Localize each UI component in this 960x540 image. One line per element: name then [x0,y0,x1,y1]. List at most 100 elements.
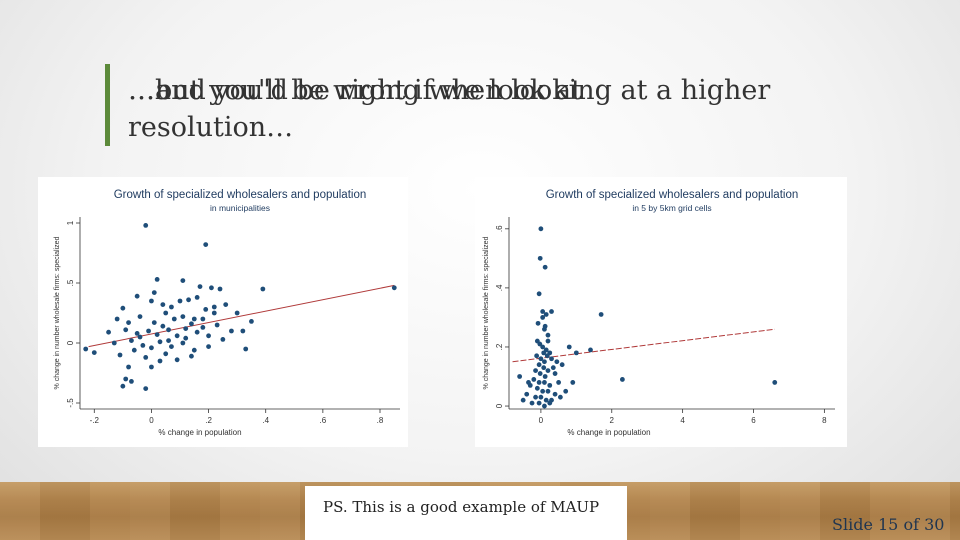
data-point [533,368,538,373]
y-tick-label: .5 [66,279,75,286]
data-point [542,359,547,365]
title-accent-bar [105,64,110,146]
chart-title: Growth of specialized wholesalers and po… [114,189,367,201]
data-point [191,316,197,322]
data-point [220,337,226,342]
data-point [535,320,541,326]
data-point [542,264,548,270]
data-point [143,223,149,228]
data-point [234,310,240,316]
data-point [131,347,137,353]
data-point [243,346,249,352]
data-point [536,362,542,368]
data-point [537,255,543,261]
data-point [197,284,203,289]
data-point [536,400,542,406]
data-point [549,356,554,362]
data-point [537,371,543,376]
data-point [542,374,548,379]
data-point [117,352,123,358]
y-tick-label: -.5 [66,398,75,408]
data-point [538,356,544,362]
data-point [120,305,126,311]
data-point [554,359,560,365]
data-point [526,380,531,385]
data-point [524,391,530,397]
data-point [223,302,229,307]
data-point [203,307,209,312]
slide-number: Slide 15 of 30 [832,515,945,534]
data-point [166,327,171,333]
data-point [543,312,549,317]
data-point [114,316,120,322]
y-axis-label: % change in number wholesale firms: spec… [54,236,61,389]
data-point [134,293,140,299]
data-point [151,290,157,295]
data-point [189,353,194,359]
x-axis-label: % change in population [567,428,650,437]
data-point [552,371,558,376]
data-point [543,397,549,403]
data-point [183,326,189,331]
data-point [545,332,551,338]
data-point [541,350,547,356]
data-point [542,380,547,385]
data-point [547,382,553,388]
data-point [166,338,171,343]
data-point [149,298,154,304]
data-point [134,331,140,336]
data-point [545,338,551,344]
data-point [126,364,131,370]
data-point [211,304,217,310]
data-point [391,285,397,291]
data-point [123,376,129,382]
chart-subtitle: in 5 by 5km grid cells [632,203,711,213]
data-point [545,368,551,373]
y-tick-label: 0 [66,340,75,345]
data-point [557,394,563,400]
x-tick-label: 8 [822,416,827,425]
data-point [143,355,149,360]
chart-municipalities: Growth of specialized wholesalers and po… [38,177,408,447]
data-point [559,362,565,368]
data-point [149,364,154,370]
data-point [163,351,169,357]
chart-municipalities-svg: Growth of specialized wholesalers and po… [54,189,400,437]
data-point [186,297,191,303]
data-point [180,278,186,283]
data-point [542,323,548,329]
data-point [217,286,223,292]
data-point [149,345,154,351]
data-point [211,310,217,316]
data-point [517,374,523,379]
x-tick-label: 6 [751,416,756,425]
y-tick-label: .4 [495,284,504,291]
data-point [249,319,254,324]
data-point [200,316,206,322]
data-point [534,385,540,391]
data-point [588,347,593,353]
data-point [171,316,177,322]
data-point [177,298,183,304]
data-point [206,333,211,339]
data-point [772,380,778,385]
x-axis-label: % change in population [158,428,241,437]
data-point [537,341,543,347]
data-point [83,346,89,352]
data-point [550,365,556,371]
data-point [137,314,143,319]
data-point [151,320,157,325]
y-tick-label: .6 [495,225,504,232]
data-point [180,340,186,346]
data-point [189,321,194,327]
data-point [174,357,180,363]
data-point [533,394,538,400]
data-point [157,358,163,364]
data-point [520,397,526,403]
data-point [563,388,569,394]
data-point [194,329,200,335]
chart-grid-cells-svg: Growth of specialized wholesalers and po… [483,189,835,437]
x-tick-label: .6 [320,416,327,425]
data-point [542,403,547,409]
y-tick-label: 1 [66,220,75,225]
